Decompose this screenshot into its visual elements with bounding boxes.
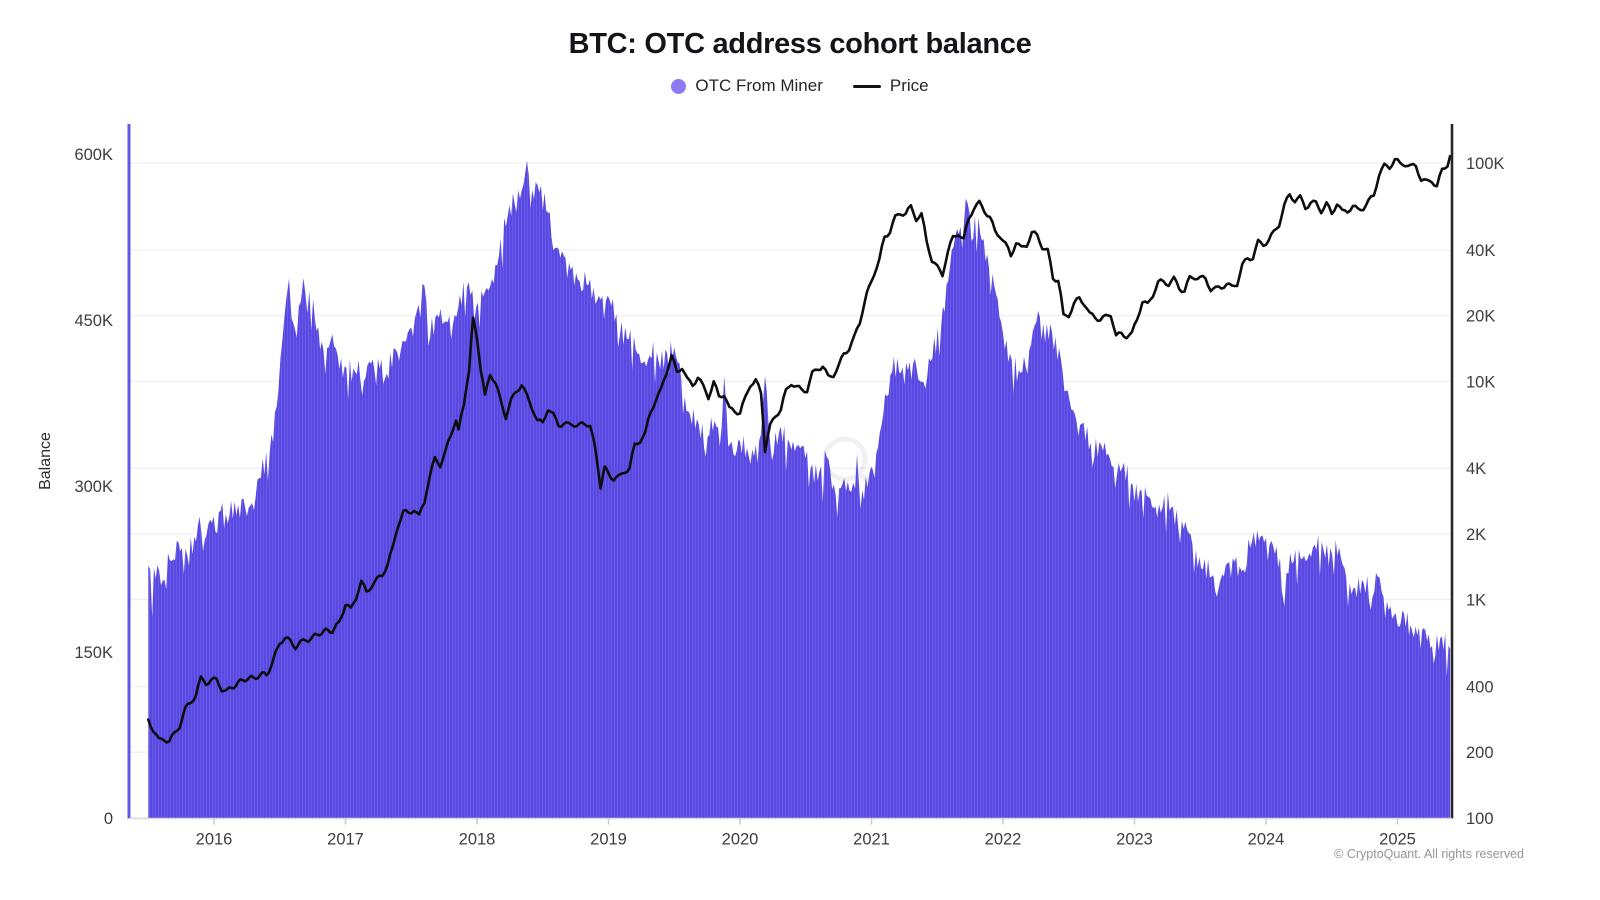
x-tick-label: 2016 <box>196 831 233 849</box>
x-tick-label: 2020 <box>722 831 759 849</box>
chart-title: BTC: OTC address cohort balance <box>568 28 1032 60</box>
x-tick-label: 2022 <box>985 831 1022 849</box>
y-right-tick-label: 100 <box>1466 810 1494 828</box>
legend-label: Price <box>889 76 929 95</box>
x-tick-label: 2024 <box>1248 831 1285 849</box>
y-right-tick-label: 400 <box>1466 678 1494 696</box>
cryptoquant-watermark-icon <box>822 436 872 485</box>
y-left-tick-label: 450K <box>74 312 113 330</box>
y-right-tick-label: 200 <box>1466 744 1494 762</box>
legend-item-price[interactable]: Price <box>852 76 929 96</box>
y-right-tick-label: 100K <box>1466 155 1505 173</box>
y-right-tick-label: 4K <box>1466 460 1486 478</box>
series-line-price <box>147 154 1452 744</box>
legend-item-otc-from-miner[interactable]: OTC From Miner <box>671 76 823 96</box>
y-right-tick-label: 20K <box>1466 308 1495 326</box>
x-tick-label: 2018 <box>459 831 496 849</box>
x-tick-label: 2019 <box>590 831 627 849</box>
series-area-otc-from-miner <box>148 160 1451 819</box>
x-tick-label: 2021 <box>853 831 890 849</box>
y-right-tick-label: 10K <box>1466 373 1495 391</box>
y-left-tick-label: 150K <box>74 644 113 662</box>
y-right-tick-label: 2K <box>1466 526 1486 544</box>
x-tick-label: 2023 <box>1116 831 1153 849</box>
x-tick-label: 2025 <box>1379 831 1416 849</box>
y-left-tick-label: 600K <box>74 146 113 164</box>
copyright-note: © CryptoQuant. All rights reserved <box>1334 847 1524 861</box>
y-left-tick-label: 0 <box>104 810 113 828</box>
legend-dot-icon <box>671 78 687 94</box>
legend-line-icon <box>852 84 881 88</box>
legend-label: OTC From Miner <box>695 76 823 95</box>
x-tick-label: 2017 <box>327 831 364 849</box>
y-right-tick-label: 40K <box>1466 242 1495 260</box>
y-right-tick-label: 1K <box>1466 592 1486 610</box>
legend: OTC From Miner Price <box>0 76 1600 96</box>
y-left-tick-label: 300K <box>74 478 113 496</box>
